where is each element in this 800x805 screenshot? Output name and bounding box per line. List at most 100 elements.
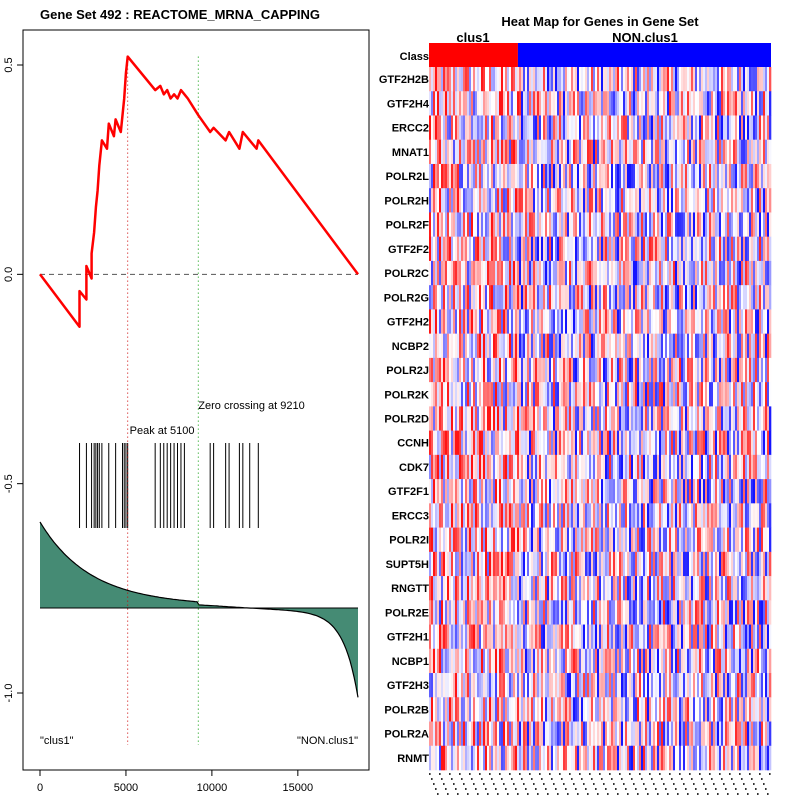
heatmap-cell	[573, 576, 575, 601]
heatmap-cell	[711, 67, 713, 92]
heatmap-cell	[673, 91, 675, 116]
heatmap-cell	[657, 334, 659, 359]
heatmap-cell	[627, 212, 629, 237]
heatmap-cell	[731, 188, 733, 213]
heatmap-cell	[609, 503, 611, 528]
heatmap-cell	[637, 212, 639, 237]
heatmap-cell	[581, 746, 583, 771]
heatmap-cell	[665, 697, 667, 722]
heatmap-cell	[621, 552, 623, 577]
heatmap-cell	[473, 164, 475, 189]
heatmap-cell	[733, 237, 735, 262]
heatmap-cell	[443, 625, 445, 650]
heatmap-cell	[619, 600, 621, 625]
heatmap-cell	[623, 552, 625, 577]
heatmap-cell	[599, 649, 601, 674]
heatmap-cell	[589, 212, 591, 237]
heatmap-cell	[707, 261, 709, 286]
heatmap-cell	[609, 67, 611, 92]
heatmap-cell	[539, 406, 541, 431]
heatmap-cell	[505, 212, 507, 237]
heatmap-cell	[763, 552, 765, 577]
heatmap-cell	[487, 552, 489, 577]
heatmap-cell	[547, 431, 549, 456]
heatmap-cell	[727, 722, 729, 747]
heatmap-cell	[515, 382, 517, 407]
heatmap-cell	[559, 552, 561, 577]
heatmap-cell	[519, 697, 521, 722]
heatmap-cell	[725, 722, 727, 747]
heatmap-cell	[535, 649, 537, 674]
heatmap-cell	[495, 309, 497, 334]
heatmap-cell	[435, 625, 437, 650]
heatmap-cell	[471, 625, 473, 650]
heatmap-cell	[625, 722, 627, 747]
heatmap-cell	[717, 625, 719, 650]
heatmap-cell	[713, 455, 715, 480]
heatmap-cell	[561, 649, 563, 674]
heatmap-cell	[467, 673, 469, 698]
heatmap-panel: Heat Map for Genes in Gene Set clus1 NON…	[379, 14, 771, 794]
heatmap-cell	[755, 334, 757, 359]
heatmap-cell	[577, 697, 579, 722]
heatmap-cell	[715, 431, 717, 456]
heatmap-cell	[685, 455, 687, 480]
heatmap-cell	[561, 722, 563, 747]
heatmap-cell	[577, 237, 579, 262]
heatmap-cell	[551, 261, 553, 286]
heatmap-cell	[667, 649, 669, 674]
heatmap-cell	[625, 285, 627, 310]
heatmap-cell	[469, 576, 471, 601]
heatmap-cell	[695, 503, 697, 528]
heatmap-cell	[499, 188, 501, 213]
heatmap-cell	[761, 503, 763, 528]
heatmap-cell	[667, 188, 669, 213]
heatmap-cell	[663, 188, 665, 213]
heatmap-cell	[455, 261, 457, 286]
heatmap-cell	[571, 285, 573, 310]
heatmap-cell	[681, 309, 683, 334]
heatmap-cell	[537, 188, 539, 213]
heatmap-cell	[601, 115, 603, 140]
heatmap-cell	[471, 334, 473, 359]
heatmap-cell	[453, 503, 455, 528]
heatmap-cell	[591, 503, 593, 528]
heatmap-cell	[547, 625, 549, 650]
heatmap-cell	[641, 91, 643, 116]
heatmap-cell	[665, 479, 667, 504]
enrichment-score-line	[40, 57, 358, 327]
heatmap-cell	[751, 455, 753, 480]
heatmap-cell	[717, 528, 719, 553]
heatmap-cell	[637, 285, 639, 310]
heatmap-cell	[595, 649, 597, 674]
heatmap-cell	[601, 649, 603, 674]
heatmap-cell	[557, 697, 559, 722]
heatmap-cell	[745, 309, 747, 334]
heatmap-cell	[667, 309, 669, 334]
heatmap-cell	[499, 479, 501, 504]
heatmap-cell	[767, 576, 769, 601]
heatmap-cell	[759, 722, 761, 747]
heatmap-cell	[451, 261, 453, 286]
heatmap-cell	[571, 649, 573, 674]
heatmap-cell	[537, 576, 539, 601]
heatmap-cell	[517, 358, 519, 383]
heatmap-cell	[541, 576, 543, 601]
heatmap-cell	[715, 358, 717, 383]
heatmap-cell	[723, 697, 725, 722]
heatmap-cell	[761, 576, 763, 601]
heatmap-cell	[521, 115, 523, 140]
heatmap-cell	[741, 237, 743, 262]
heatmap-cell	[633, 528, 635, 553]
heatmap-cell	[547, 140, 549, 165]
heatmap-cell	[735, 382, 737, 407]
heatmap-cell	[513, 67, 515, 92]
heatmap-cell	[711, 503, 713, 528]
heatmap-cell	[539, 91, 541, 116]
heatmap-cell	[529, 406, 531, 431]
heatmap-cell	[505, 479, 507, 504]
heatmap-cell	[707, 431, 709, 456]
heatmap-cell	[431, 503, 433, 528]
heatmap-cell	[671, 115, 673, 140]
heatmap-cell	[543, 358, 545, 383]
